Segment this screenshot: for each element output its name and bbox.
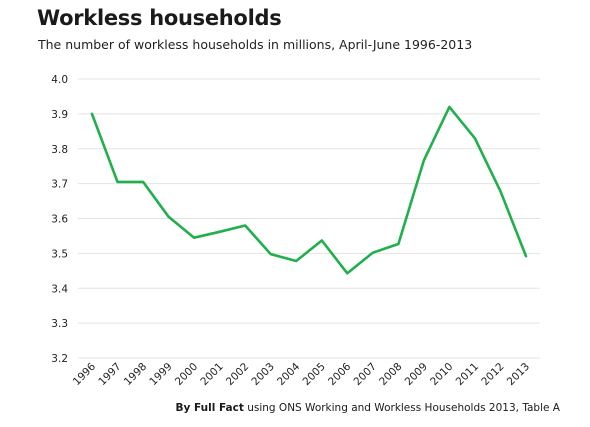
x-tick-label: 2011 <box>454 361 481 388</box>
x-tick-label: 2010 <box>428 361 455 388</box>
x-tick-label: 2007 <box>352 361 379 388</box>
y-tick-label: 3.3 <box>51 318 68 330</box>
y-tick-label: 3.9 <box>51 109 68 121</box>
y-tick-label: 3.4 <box>51 283 68 295</box>
source-brand: By Full Fact <box>175 402 244 414</box>
x-tick-label: 2006 <box>326 360 354 388</box>
gridlines <box>78 78 540 359</box>
y-tick-label: 3.5 <box>51 248 68 260</box>
x-axis: 1996199719981999200020012002200320042005… <box>71 360 532 388</box>
x-tick-label: 1997 <box>96 361 123 388</box>
y-axis: 3.2 3.3 3.4 3.5 3.6 3.7 3.8 3.9 4.0 <box>51 74 68 365</box>
source-text: using ONS Working and Workless Household… <box>243 402 560 414</box>
x-tick-label: 2008 <box>377 361 404 388</box>
y-tick-label: 3.2 <box>51 353 68 365</box>
x-tick-label: 2001 <box>198 361 225 388</box>
y-tick-label: 3.6 <box>51 214 68 226</box>
x-tick-label: 2009 <box>403 361 430 388</box>
y-tick-label: 3.8 <box>51 144 68 156</box>
source-note: By Full Fact using ONS Working and Workl… <box>176 402 560 414</box>
chart-subtitle: The number of workless households in mil… <box>38 37 473 52</box>
series-line <box>90 105 528 275</box>
x-tick-label: 1998 <box>122 361 149 388</box>
x-tick-label: 2002 <box>224 361 251 388</box>
x-tick-label: 2004 <box>275 360 303 388</box>
series-layer <box>90 105 528 275</box>
chart-title: Workless households <box>37 6 282 30</box>
x-tick-label: 2000 <box>173 361 200 388</box>
line-chart: 3.2 3.3 3.4 3.5 3.6 3.7 3.8 3.9 4.0 199619971998… <box>51 74 540 388</box>
x-tick-label: 2012 <box>479 361 506 388</box>
x-tick-label: 2005 <box>300 361 327 388</box>
y-tick-label: 3.7 <box>51 179 68 191</box>
x-tick-label: 2013 <box>505 361 532 388</box>
x-tick-label: 1999 <box>147 361 174 388</box>
x-tick-label: 2003 <box>249 361 276 388</box>
y-tick-label: 4.0 <box>51 74 68 86</box>
x-tick-label: 1996 <box>71 360 99 388</box>
